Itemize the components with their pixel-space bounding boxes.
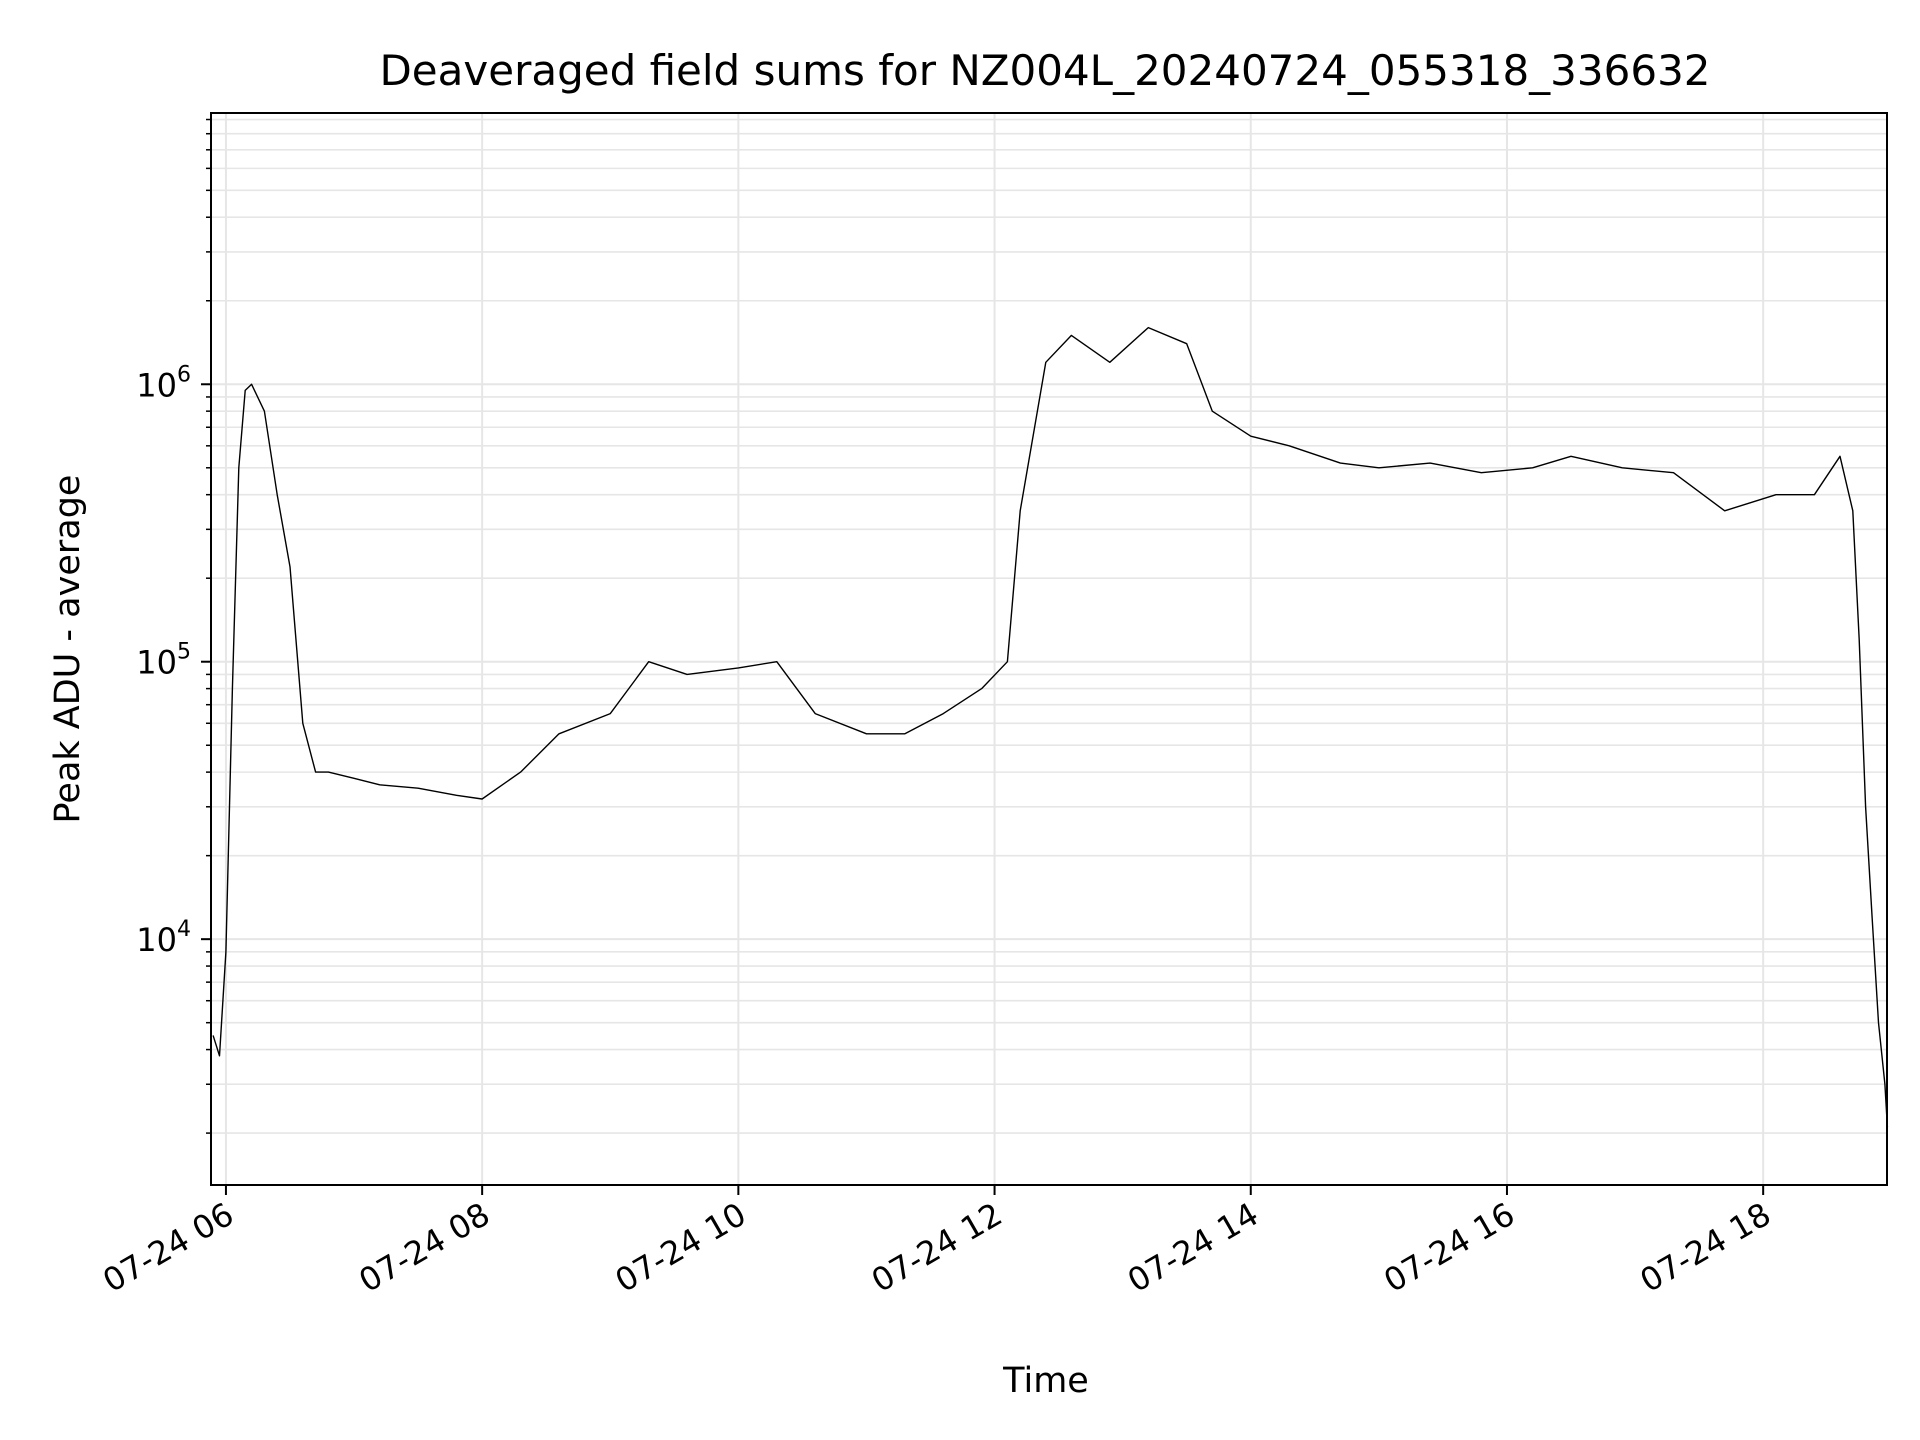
y-tick-exponent: 6 — [177, 362, 191, 387]
gridlines — [211, 113, 1887, 1185]
series-layer — [212, 326, 1889, 1128]
series-line — [212, 326, 1889, 1128]
x-axis-label: Time — [1002, 1361, 1089, 1401]
chart-title: Deaveraged field sums for NZ004L_2024072… — [379, 46, 1710, 95]
y-tick-exponent: 4 — [177, 917, 191, 942]
y-tick-exponent: 5 — [177, 640, 191, 665]
y-axis-label: Peak ADU - average — [48, 475, 88, 824]
plot-frame — [210, 112, 1888, 1186]
y-tick-label: 104 — [136, 917, 191, 959]
